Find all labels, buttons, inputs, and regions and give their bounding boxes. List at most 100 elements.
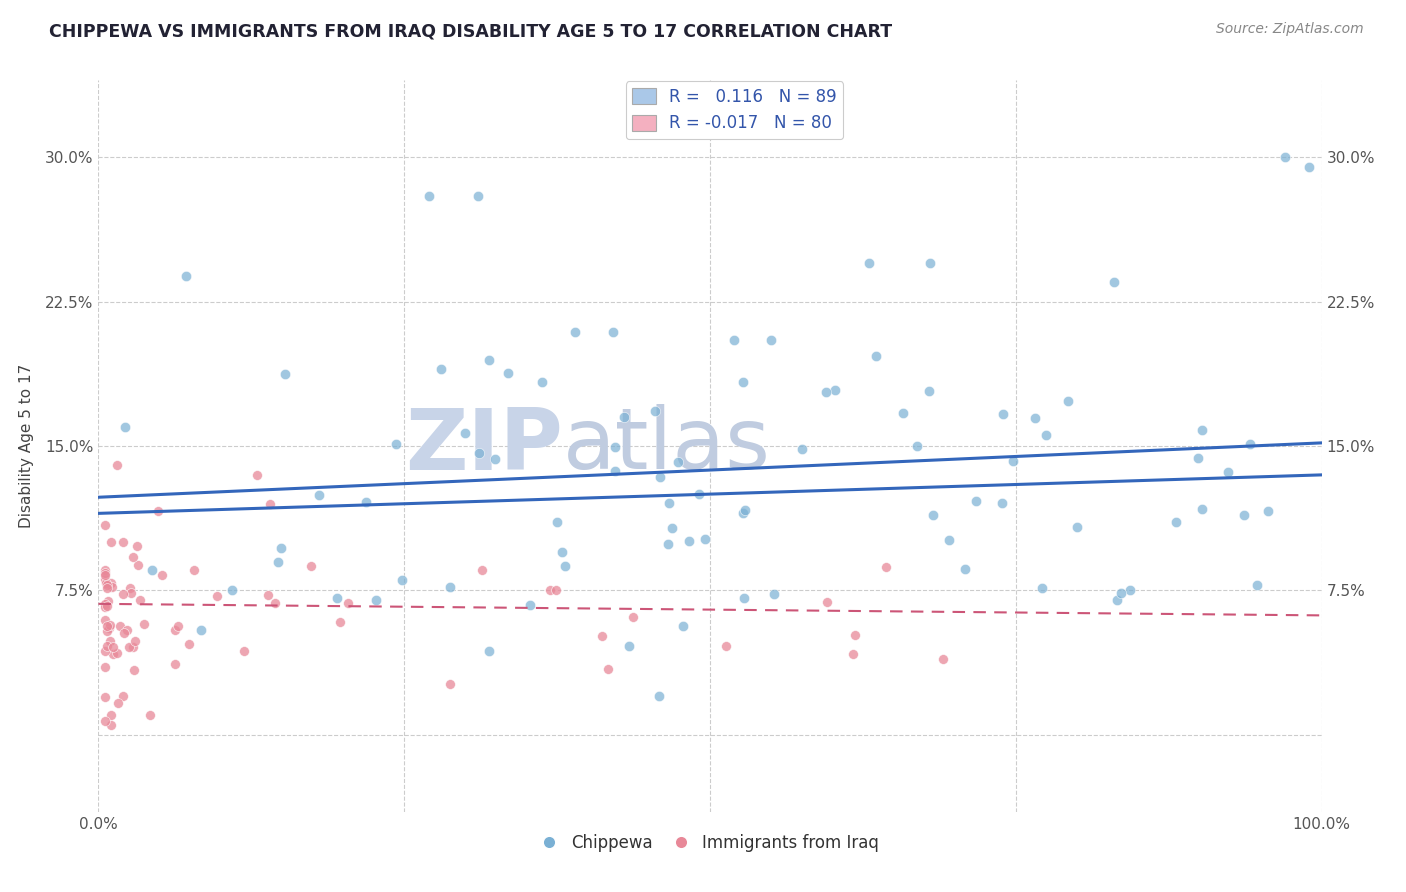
Point — [138, 707, 160, 722]
Point — [666, 455, 689, 469]
Point — [105, 647, 128, 661]
Point — [93, 567, 115, 582]
Point — [127, 558, 149, 573]
Point — [478, 643, 501, 657]
Point — [1191, 423, 1213, 437]
Point — [118, 581, 141, 595]
Point — [96, 578, 118, 592]
Point — [1164, 515, 1187, 529]
Point — [100, 634, 122, 648]
Point — [1187, 450, 1209, 465]
Point — [115, 623, 138, 637]
Point — [762, 587, 785, 601]
Point — [122, 550, 145, 565]
Point — [546, 582, 568, 597]
Point — [122, 663, 145, 677]
Point — [101, 580, 124, 594]
Point — [1066, 519, 1088, 533]
Point — [468, 446, 491, 460]
Point — [733, 506, 755, 520]
Point — [167, 619, 190, 633]
Point — [246, 467, 269, 482]
Point — [100, 708, 122, 723]
Point — [257, 588, 280, 602]
Point — [354, 495, 377, 509]
Point — [112, 626, 135, 640]
Point — [101, 648, 124, 662]
Point — [105, 458, 128, 473]
Point — [564, 326, 586, 340]
Point — [263, 596, 285, 610]
Point — [467, 188, 489, 202]
Point — [179, 637, 201, 651]
Point — [496, 366, 519, 380]
Point — [308, 488, 330, 502]
Point — [93, 597, 115, 611]
Point — [657, 537, 679, 551]
Point — [329, 615, 352, 630]
Point — [439, 676, 461, 690]
Point — [124, 634, 146, 648]
Point — [1216, 466, 1239, 480]
Point — [274, 367, 297, 381]
Point — [605, 440, 627, 454]
Point — [922, 508, 945, 522]
Point — [120, 586, 142, 600]
Point — [93, 690, 115, 705]
Point — [1274, 150, 1296, 164]
Text: CHIPPEWA VS IMMIGRANTS FROM IRAQ DISABILITY AGE 5 TO 17 CORRELATION CHART: CHIPPEWA VS IMMIGRANTS FROM IRAQ DISABIL… — [49, 22, 893, 40]
Point — [644, 404, 666, 418]
Point — [267, 556, 290, 570]
Point — [190, 624, 212, 638]
Point — [953, 562, 976, 576]
Point — [761, 333, 783, 347]
Point — [93, 613, 115, 627]
Point — [111, 535, 134, 549]
Point — [613, 409, 636, 424]
Point — [93, 659, 115, 673]
Point — [792, 442, 814, 456]
Point — [385, 436, 408, 450]
Point — [661, 521, 683, 535]
Point — [430, 362, 453, 376]
Point — [100, 576, 122, 591]
Point — [364, 593, 387, 607]
Point — [163, 624, 186, 638]
Point — [108, 619, 131, 633]
Point — [96, 599, 118, 613]
Point — [96, 624, 118, 638]
Point — [165, 657, 187, 671]
Point — [233, 644, 256, 658]
Point — [259, 497, 281, 511]
Point — [731, 375, 754, 389]
Point — [546, 515, 568, 529]
Point — [111, 690, 134, 704]
Point — [1035, 428, 1057, 442]
Point — [519, 598, 541, 612]
Point — [1107, 592, 1129, 607]
Point — [150, 567, 173, 582]
Point — [174, 268, 197, 283]
Point — [107, 696, 129, 710]
Point — [678, 533, 700, 548]
Point — [1246, 578, 1268, 592]
Point — [814, 385, 837, 400]
Point — [918, 384, 941, 398]
Point — [96, 619, 118, 633]
Point — [938, 533, 960, 547]
Point — [1233, 508, 1256, 523]
Point — [858, 256, 880, 270]
Point — [391, 573, 413, 587]
Point — [326, 591, 349, 605]
Point — [100, 535, 122, 549]
Text: atlas: atlas — [564, 404, 772, 488]
Point — [695, 532, 717, 546]
Point — [596, 662, 619, 676]
Point — [551, 545, 574, 559]
Point — [1111, 586, 1133, 600]
Point — [891, 406, 914, 420]
Point — [93, 599, 115, 614]
Point — [591, 629, 613, 643]
Point — [650, 469, 672, 483]
Point — [93, 566, 115, 580]
